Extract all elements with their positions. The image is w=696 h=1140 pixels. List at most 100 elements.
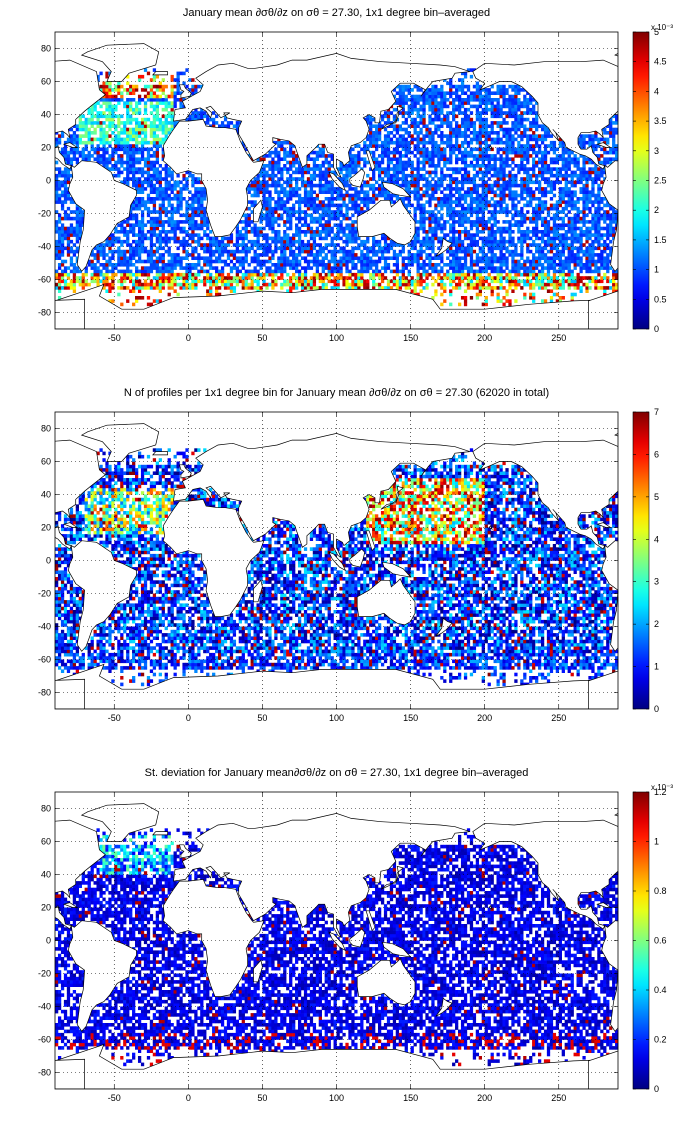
coastline [67,160,137,272]
x-tick-label: 100 [329,713,344,723]
y-tick-label: 0 [46,176,51,186]
coastline [55,819,106,930]
coastline [435,617,453,637]
coastline [173,433,470,559]
colorbar-tick-label: 2.5 [654,176,667,186]
colorbar-tick-label: 0.4 [654,985,667,995]
x-tick-label: 50 [257,713,267,723]
coastline [80,43,160,82]
x-tick-label: -50 [108,1093,121,1103]
x-tick-label: 50 [257,333,267,343]
colorbar-tick-label: 1 [654,837,659,847]
coastline [614,813,618,817]
coastline [55,298,85,329]
colorbar-multiplier: x 10⁻³ [651,783,673,792]
colorbar-tick-label: 2 [654,205,659,215]
coastline [55,439,106,550]
map-plot-mean: -50 0 50 100 150 200 250806040200-20-40-60-800… [38,23,673,343]
coastline [328,171,347,192]
colorbar-tick-label: 1.5 [654,235,667,245]
coastline [152,451,168,456]
panel-mean: January mean ∂σθ/∂z on σθ = 27.30, 1x1 d… [0,0,696,360]
coastline [253,199,263,223]
coastline [80,803,160,842]
coastline [253,959,263,983]
coastline [55,1058,85,1089]
y-tick-label: 20 [41,903,51,913]
coastline [596,522,612,528]
grid [55,32,618,329]
colorbar [632,411,650,710]
coastline [55,59,106,170]
y-tick-label: -40 [38,1002,51,1012]
x-tick-label: -50 [108,713,121,723]
y-tick-label: -80 [38,688,51,698]
coastline [356,198,416,246]
coastline [686,832,696,835]
x-tick-label: -50 [108,333,121,343]
panel-title: N of profiles per 1x1 degree bin for Jan… [55,386,618,400]
colorbar-tick-label: 3 [654,146,659,156]
coastline [472,819,618,930]
y-tick-label: 60 [41,837,51,847]
coastline [67,540,137,652]
colorbar-tick-label: 2 [654,619,659,629]
coastline [435,997,453,1017]
coastline [380,485,404,510]
x-tick-label: 250 [551,333,566,343]
coastline [356,958,416,1006]
coastlines [55,43,618,329]
y-tick-label: -60 [38,275,51,285]
panel-title: St. deviation for January mean∂σθ/∂z on … [55,766,618,780]
y-tick-label: 0 [46,556,51,566]
map-plot-count: -50 0 50 100 150 200 250806040200-20-40-60-800… [38,407,659,723]
panel-title: January mean ∂σθ/∂z on σθ = 27.30, 1x1 d… [55,6,618,20]
coastline [601,920,618,1032]
coastline [381,561,412,578]
y-tick-label: -20 [38,209,51,219]
coastline [365,910,376,932]
coastline [349,548,366,568]
coastline [253,579,263,603]
x-tick-label: 0 [186,1093,191,1103]
coastline [365,530,376,552]
y-tick-label: 60 [41,77,51,87]
coastline [381,181,412,198]
colorbar-tick-label: 0 [654,324,659,334]
y-tick-label: -40 [38,622,51,632]
coastline [380,865,404,890]
y-tick-label: 80 [41,424,51,434]
colorbar-tick-label: 0.2 [654,1035,667,1045]
colorbar-tick-label: 0 [654,704,659,714]
y-tick-label: -40 [38,242,51,252]
colorbar-tick-label: 7 [654,407,659,417]
coastline [80,423,160,462]
coastline [596,902,612,908]
y-tick-label: 80 [41,44,51,54]
coastline [55,678,85,709]
coastline [62,902,79,908]
map-plot-std: -50 0 50 100 150 200 250806040200-20-40-60-800… [38,783,696,1103]
colorbar-tick-label: 0 [654,1084,659,1094]
coastline [601,160,618,272]
x-tick-label: 150 [403,713,418,723]
coastline [67,920,137,1032]
panel-std: St. deviation for January mean∂σθ/∂z on … [0,760,696,1140]
y-tick-label: 20 [41,523,51,533]
colorbar-tick-label: 0.6 [654,936,667,946]
y-tick-label: 40 [41,870,51,880]
colorbar-tick-label: 3 [654,577,659,587]
y-tick-label: -80 [38,308,51,318]
x-tick-label: 0 [186,333,191,343]
coastline [435,237,453,257]
colorbar-tick-label: 1 [654,265,659,275]
y-tick-label: -60 [38,1035,51,1045]
coastline [62,142,79,148]
coastline [472,439,618,550]
coastlines [55,803,696,1089]
x-tick-label: 100 [329,333,344,343]
colorbar-multiplier: x 10⁻³ [651,23,673,32]
colorbar-tick-label: 6 [654,449,659,459]
grid [55,412,618,709]
y-tick-label: -20 [38,969,51,979]
